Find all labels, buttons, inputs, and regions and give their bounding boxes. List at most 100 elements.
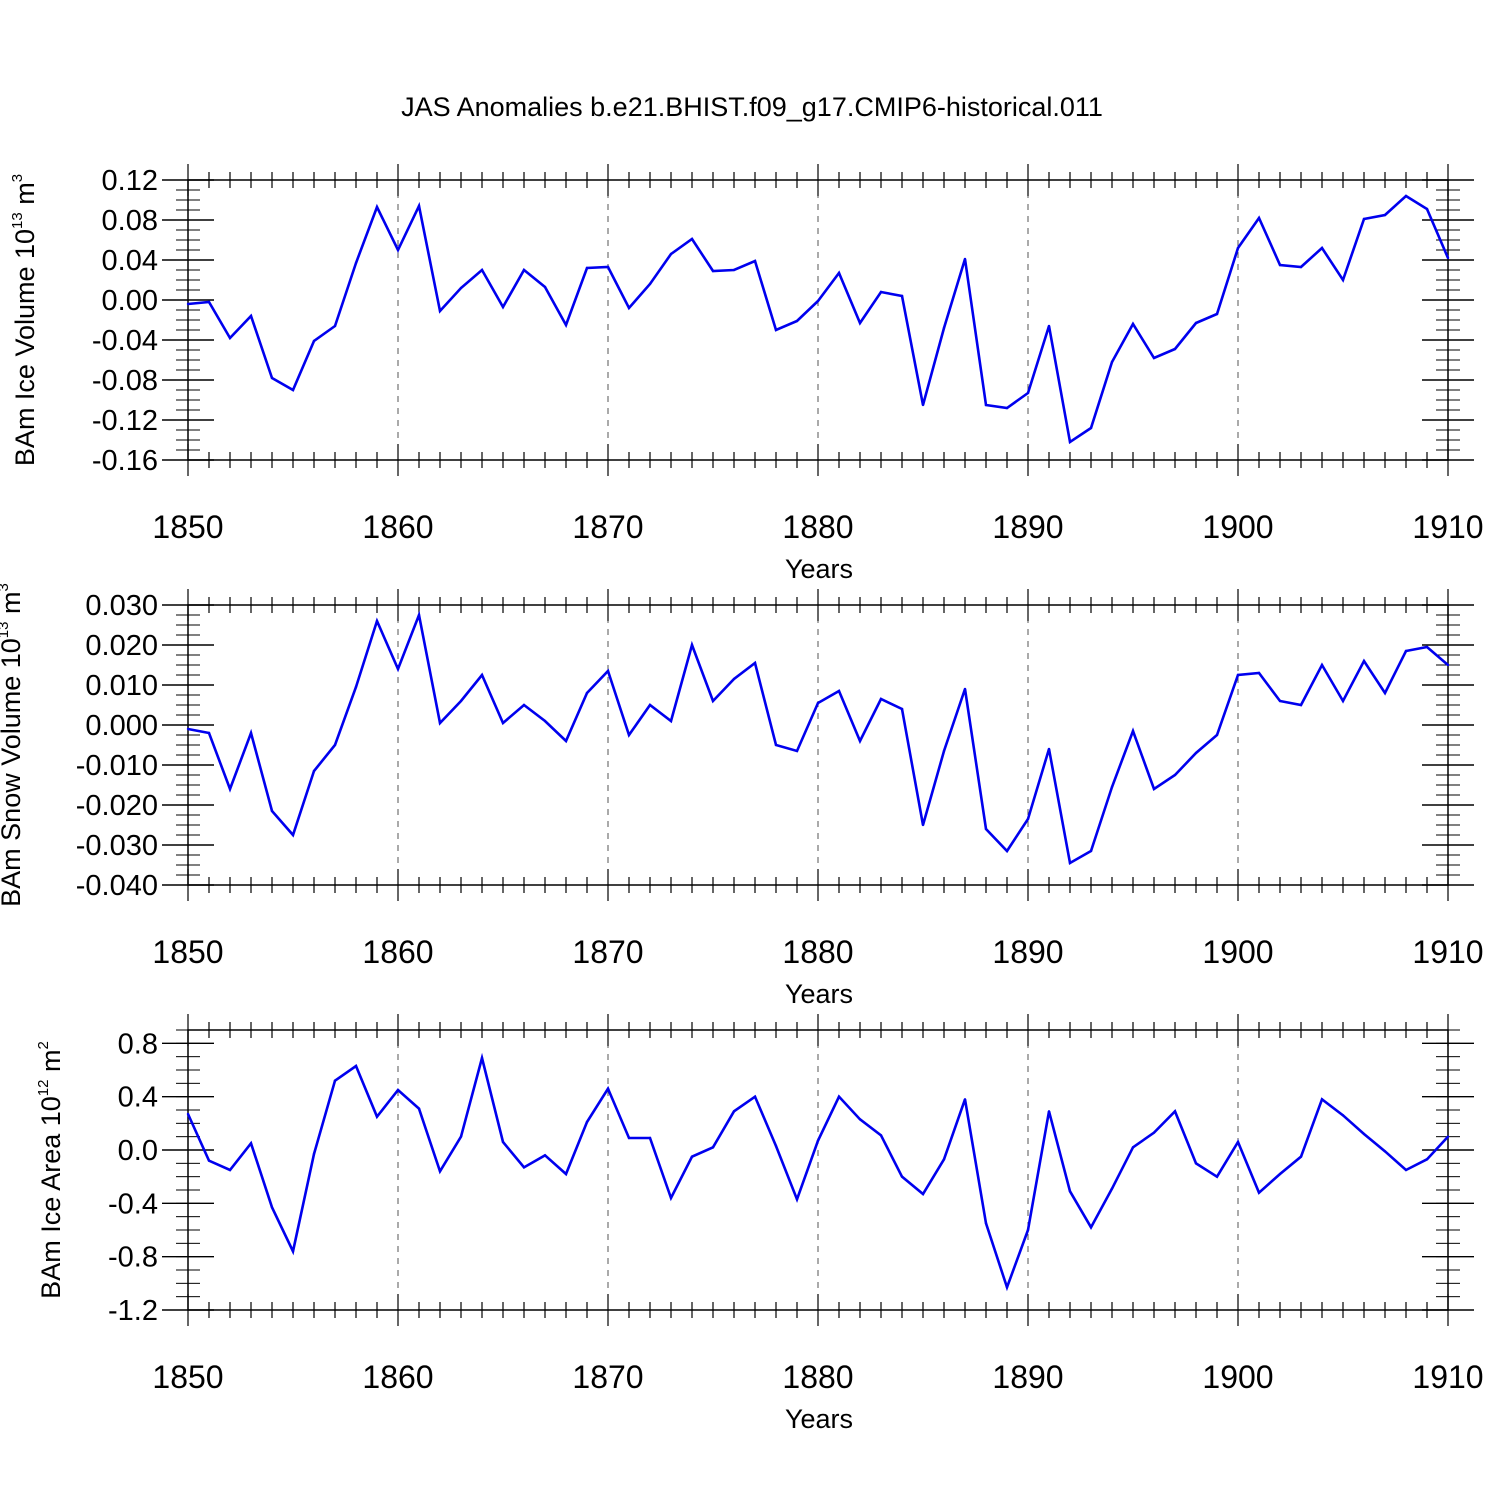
data-point [900,707,904,711]
data-point [837,271,841,275]
data-point [879,1134,883,1137]
data-point [291,1250,295,1253]
data-point [1215,733,1219,737]
x-tick-label: 1870 [572,934,643,970]
data-point [690,643,694,647]
data-point [564,739,568,743]
data-point [963,687,967,691]
panel-ice-volume: 1850 1860 1870 1880 1890 1900 1910 Years -0.16 -0… [9,164,1484,584]
y-tick-label: -0.030 [76,830,158,862]
data-point [522,703,526,707]
data-point [354,261,358,265]
data-point [207,300,211,304]
panels: 1850 1860 1870 1880 1890 1900 1910 Years -0.16 -0… [0,164,1484,1434]
data-point [942,326,946,330]
y-tick-label: 0.010 [85,670,158,702]
x-tick-label: 1860 [362,934,433,970]
data-point [627,1136,631,1140]
x-tick-label: 1910 [1412,509,1483,545]
x-tick-label: 1890 [992,509,1063,545]
y-axis-label-text: BAm Ice Volume 10 [10,229,40,466]
data-point [732,268,736,272]
data-point [1005,406,1009,410]
x-tick-label: 1880 [782,509,853,545]
data-point [732,1110,736,1113]
data-point [984,827,988,831]
data-point [249,731,253,735]
y-axis-label-unit-exponent: 2 [35,1041,52,1049]
x-tick-label: 1850 [152,509,223,545]
panel-snow-volume: 1850 1860 1870 1880 1890 1900 1910 Years -0.040 -… [0,583,1484,1009]
data-point [543,285,547,289]
data-point [1299,1155,1303,1158]
x-tick-label: 1870 [572,1359,643,1395]
y-tick-label: -1.2 [108,1295,158,1327]
data-point [375,205,379,209]
data-point [375,619,379,623]
y-axis-label: BAm Ice Volume 1013 m3 [9,174,40,466]
data-point [522,1166,526,1169]
data-point [438,309,442,313]
data-point [1089,1226,1093,1229]
data-point [921,403,925,407]
data-point [984,403,988,407]
y-tick-label: 0.00 [102,285,158,317]
data-point [1131,322,1135,326]
data-point [1047,747,1051,751]
data-point [396,1088,400,1092]
data-point [354,1064,358,1068]
data-point [732,677,736,681]
data-point [585,691,589,695]
data-point [1173,347,1177,351]
data-point [228,336,232,340]
x-tick-label: 1860 [362,509,433,545]
y-tick-label: 0.4 [118,1082,158,1114]
data-point [1383,1150,1387,1153]
data-point [1257,216,1261,220]
data-point [627,306,631,310]
data-point [1404,1168,1408,1172]
data-point [1047,324,1051,328]
data-point [753,259,757,263]
data-point [1026,817,1030,821]
data-point [1341,278,1345,282]
data-point [501,1140,505,1144]
data-point [186,1112,190,1116]
data-point [816,299,820,303]
x-tick-label: 1900 [1202,509,1273,545]
data-point [1446,256,1450,260]
data-point [207,1159,211,1162]
data-point [1068,861,1072,865]
x-tick-label: 1910 [1412,934,1483,970]
data-point [312,769,316,773]
data-point [1068,440,1072,444]
data-point [1110,1187,1114,1190]
x-axis-label: Years [785,554,853,584]
data-point [900,294,904,298]
y-axis-label: BAm Ice Area 1012 m2 [35,1041,66,1299]
data-point [1089,849,1093,853]
data-point [1320,663,1324,667]
data-point [1131,1146,1135,1149]
data-point [312,1152,316,1156]
data-point [1278,699,1282,703]
x-tick-label: 1850 [152,1359,223,1395]
y-tick-label: -0.16 [92,445,158,477]
data-point [753,1095,757,1098]
data-point [1173,1110,1177,1113]
data-point [627,733,631,737]
y-tick-label: -0.08 [92,365,158,397]
data-point [1026,391,1030,395]
data-point [1257,1191,1261,1194]
y-axis-label-text: BAm Ice Area 10 [36,1096,66,1299]
data-point [879,697,883,701]
data-point [690,1155,694,1158]
data-point [354,685,358,689]
data-point [669,1196,673,1200]
data-point [1362,1132,1366,1136]
data-point [186,727,190,731]
x-tick-label: 1900 [1202,1359,1273,1395]
data-point [774,1144,778,1148]
